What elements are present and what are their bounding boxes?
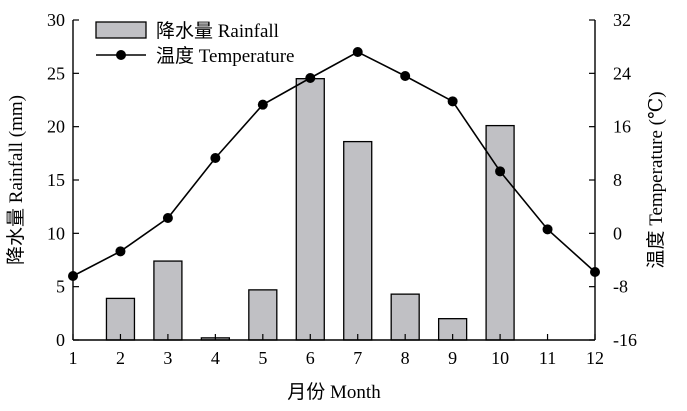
temperature-point [305, 73, 316, 83]
temperature-point [115, 246, 126, 257]
y-left-axis-title: 降水量 Rainfall (mm) [5, 95, 27, 265]
x-tick-label: 1 [69, 348, 78, 368]
x-tick-label: 10 [491, 348, 509, 368]
rainfall-bar [390, 293, 420, 341]
x-tick-label: 11 [539, 348, 556, 368]
x-tick-label: 7 [353, 348, 362, 368]
y-left-tick-label: 15 [47, 170, 65, 190]
temperature-point [210, 153, 221, 163]
y-left-tick-label: 25 [47, 63, 65, 83]
legend-temperature-marker [116, 50, 126, 60]
x-tick-label: 5 [258, 348, 267, 368]
rainfall-bar [105, 297, 136, 341]
axes-layer: 1 2 3 4 5 6 7 8 9 10 11 12051015202530-16-808162432… [5, 10, 667, 403]
x-tick-label: 6 [306, 348, 315, 368]
legend-temperature-label: 温度 Temperature [156, 45, 294, 67]
temperature-point [447, 96, 458, 107]
legend-rainfall-swatch [95, 21, 147, 39]
rainfall-bar [295, 78, 325, 341]
y-right-tick-label: 8 [613, 170, 622, 190]
y-right-tick-label: 16 [613, 117, 631, 137]
x-tick-label: 12 [586, 348, 604, 368]
x-tick-label: 4 [211, 348, 220, 368]
temperature-point [352, 47, 363, 57]
y-left-tick-label: 20 [47, 117, 65, 137]
temperature-point [495, 166, 506, 177]
x-tick-label: 8 [401, 348, 410, 368]
x-axis-title: 月份 Month [287, 381, 381, 403]
temperature-line [72, 51, 596, 277]
y-left-tick-label: 30 [47, 10, 65, 30]
temperature-point [162, 213, 173, 223]
y-right-axis-title: 温度 Temperature (℃) [645, 91, 667, 268]
y-right-tick-label: 0 [613, 223, 622, 243]
y-right-tick-label: -8 [613, 277, 628, 297]
temperature-point [400, 71, 411, 81]
temperature-line-layer [68, 47, 600, 281]
rainfall-bar [153, 260, 183, 341]
y-right-tick-label: -16 [613, 330, 637, 350]
rainfall-bar [485, 124, 515, 341]
bars-layer [105, 78, 515, 341]
x-tick-label: 3 [163, 348, 172, 368]
legend-rainfall-label: 降水量 Rainfall [156, 20, 279, 42]
y-right-tick-label: 24 [613, 63, 631, 83]
temperature-point [542, 224, 553, 235]
legend: 降水量 Rainfall 温度 Temperature [95, 20, 294, 67]
x-tick-label: 9 [448, 348, 457, 368]
y-left-tick-label: 0 [56, 330, 65, 350]
rainfall-bar [248, 289, 278, 341]
x-tick-label: 2 [116, 348, 125, 368]
y-left-tick-label: 5 [56, 277, 65, 297]
rainfall-bar [343, 140, 373, 341]
y-right-tick-label: 32 [613, 10, 631, 30]
temperature-point [257, 99, 268, 110]
y-left-tick-label: 10 [47, 223, 65, 243]
